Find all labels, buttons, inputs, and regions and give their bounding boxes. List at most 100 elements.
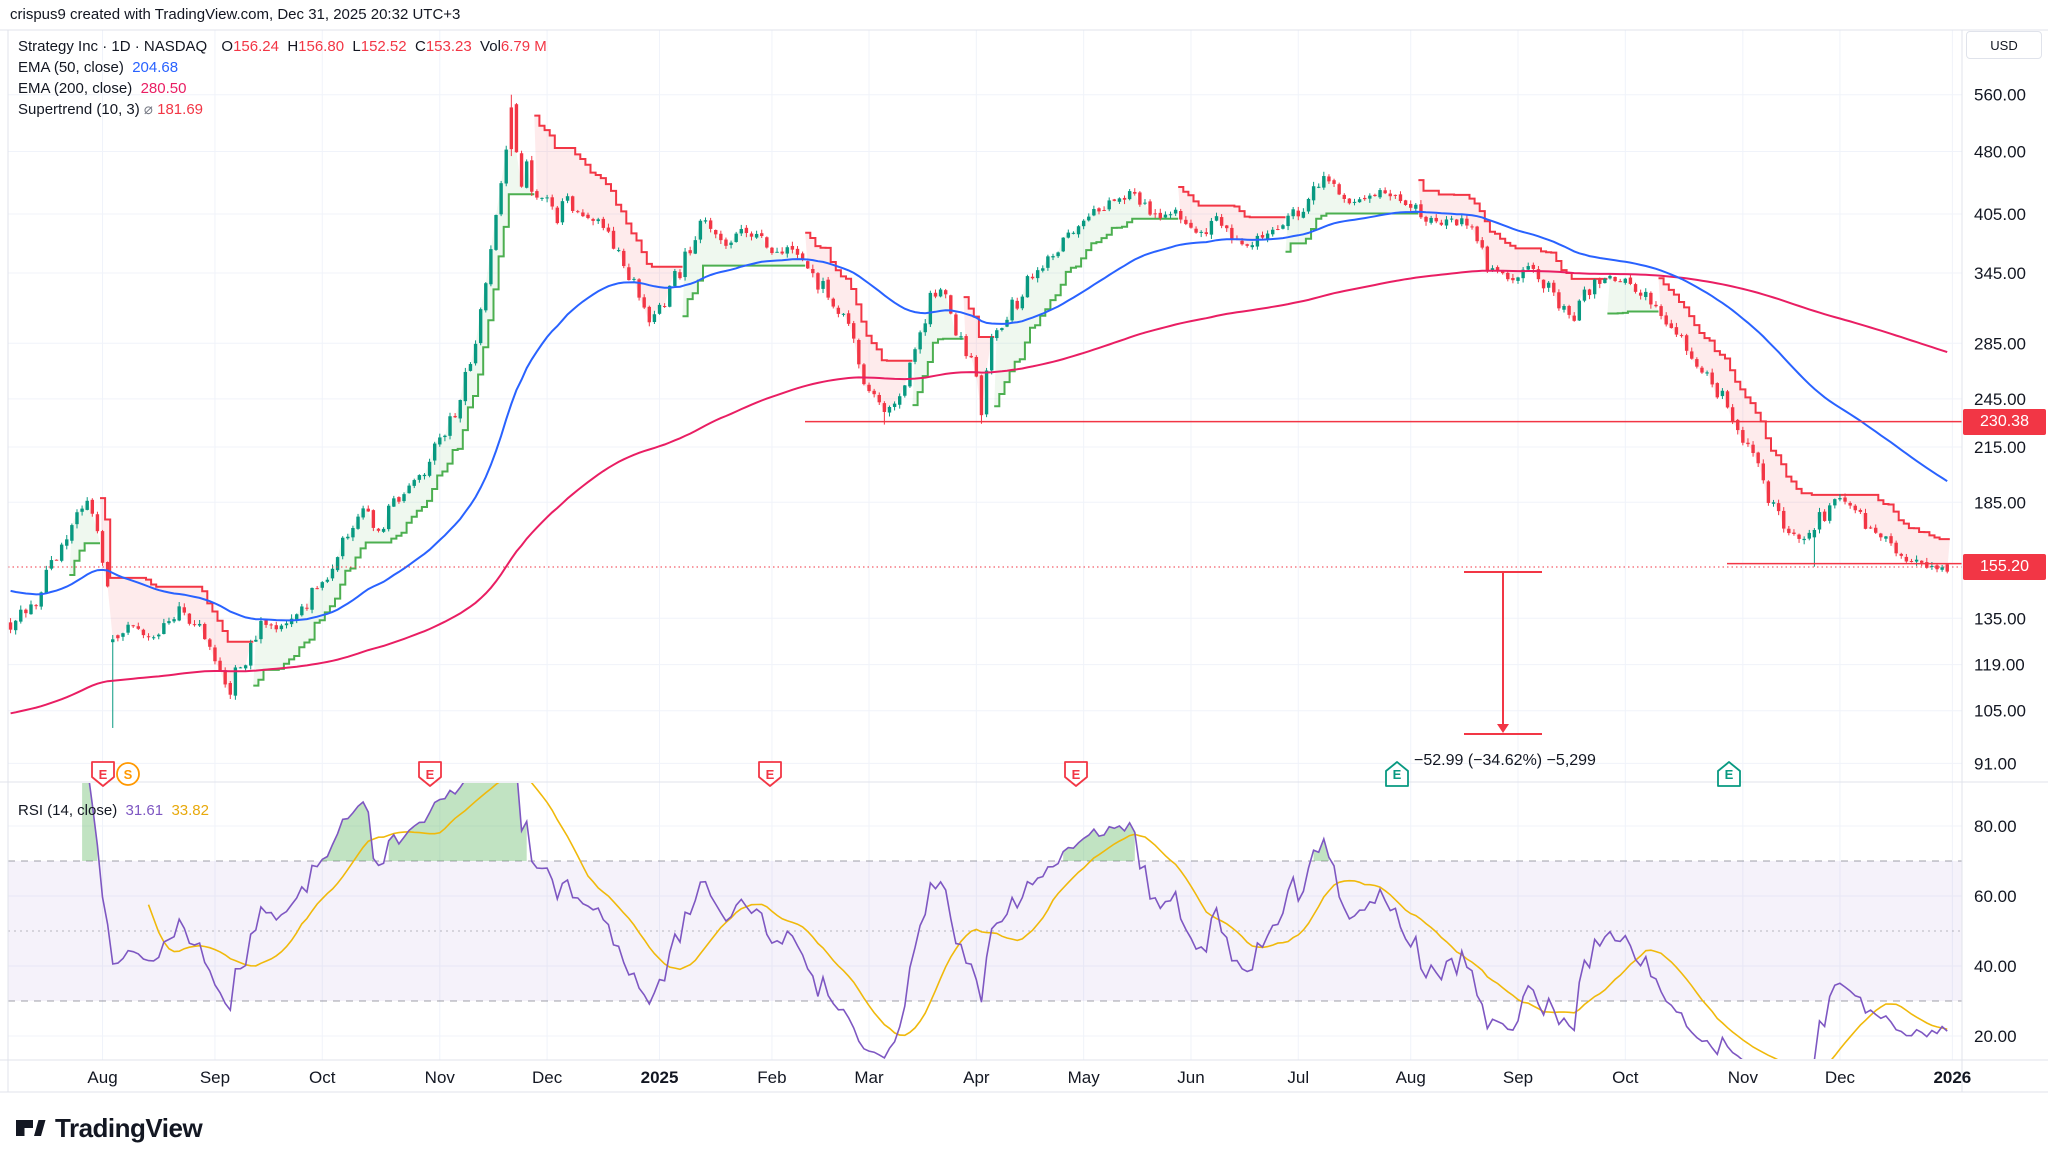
month-label[interactable]: Mar: [854, 1068, 884, 1087]
candle-body: [325, 579, 330, 582]
symbol-title[interactable]: Strategy Inc · 1D · NASDAQ: [18, 38, 208, 55]
candle-body: [1807, 532, 1811, 539]
candle-body: [223, 670, 227, 685]
candle-body: [647, 306, 652, 323]
candle-body: [1521, 269, 1525, 279]
earnings-marker-icon[interactable]: E: [1717, 761, 1741, 787]
candle-body: [1695, 359, 1699, 367]
earnings-marker-icon[interactable]: E: [418, 761, 442, 787]
price-tick-label[interactable]: 480.00: [1974, 142, 2026, 161]
candle-body: [1730, 407, 1735, 422]
month-label[interactable]: 2026: [1933, 1068, 1971, 1087]
candle-body: [182, 607, 186, 613]
currency-label[interactable]: USD: [1966, 31, 2042, 59]
month-label[interactable]: Aug: [1396, 1068, 1426, 1087]
symbol-row[interactable]: Strategy Inc · 1D · NASDAQ O156.24 H156.…: [18, 37, 547, 57]
current-price-badge: 155.20: [1963, 553, 2046, 580]
month-label[interactable]: Dec: [532, 1068, 563, 1087]
earnings-marker-icon[interactable]: E: [1064, 761, 1088, 787]
price-tick-label[interactable]: 560.00: [1974, 86, 2026, 105]
candle-body: [918, 332, 922, 350]
price-tick-label[interactable]: 245.00: [1974, 390, 2026, 409]
month-label[interactable]: Oct: [1612, 1068, 1639, 1087]
month-label[interactable]: Aug: [87, 1068, 117, 1087]
month-label[interactable]: Oct: [309, 1068, 336, 1087]
supertrend-legend[interactable]: Supertrend (10, 3) ⌀ 181.69: [18, 101, 204, 118]
month-label[interactable]: Nov: [1728, 1068, 1759, 1087]
measure-tool[interactable]: [1464, 571, 1542, 735]
earnings-marker-icon[interactable]: E: [1385, 761, 1409, 787]
month-label[interactable]: Jun: [1177, 1068, 1204, 1087]
price-tick-label[interactable]: 105.00: [1974, 702, 2026, 721]
candle-body: [642, 297, 646, 308]
price-tick-label[interactable]: 135.00: [1974, 609, 2026, 628]
candle-body: [75, 512, 79, 525]
month-label[interactable]: Jul: [1287, 1068, 1309, 1087]
month-label[interactable]: Dec: [1825, 1068, 1856, 1087]
chart-legend[interactable]: Strategy Inc · 1D · NASDAQ O156.24 H156.…: [18, 37, 547, 121]
measure-tool-label[interactable]: −52.99 (−34.62%) −5,299: [1414, 752, 1596, 769]
candle-body: [1853, 505, 1857, 511]
volume: Vol6.79 M: [480, 38, 547, 55]
price-tick-label[interactable]: 119.00: [1974, 656, 2025, 675]
candle-body: [254, 639, 258, 642]
rsi-tick-label[interactable]: 80.00: [1974, 817, 2017, 836]
candle-body: [688, 250, 692, 254]
candle-body: [995, 330, 999, 339]
rsi-tick-label[interactable]: 20.00: [1974, 1027, 2017, 1046]
price-tick-label[interactable]: 345.00: [1974, 264, 2026, 283]
candle-body: [1828, 505, 1832, 521]
supertrend-line: [912, 337, 964, 407]
month-label[interactable]: Nov: [425, 1068, 456, 1087]
rsi-legend[interactable]: RSI (14, close) 31.61 33.82: [18, 802, 209, 819]
candle-body: [821, 281, 825, 289]
earnings-marker-icon[interactable]: E: [758, 761, 782, 787]
rsi-tick-label[interactable]: 40.00: [1974, 957, 2017, 976]
candle-body: [903, 385, 907, 396]
price-tick-label[interactable]: 185.00: [1974, 493, 2026, 512]
price-tick-label[interactable]: 215.00: [1974, 438, 2026, 457]
ema200-legend[interactable]: EMA (200, close) 280.50: [18, 80, 187, 97]
candle-body: [545, 197, 549, 199]
candle-body: [279, 625, 284, 630]
month-label[interactable]: May: [1068, 1068, 1101, 1087]
candle-body: [70, 525, 74, 541]
candle-body: [1894, 542, 1898, 554]
candle-body: [1419, 204, 1423, 218]
candle-body: [146, 636, 151, 638]
month-label[interactable]: Apr: [963, 1068, 990, 1087]
candle-body: [376, 528, 381, 531]
candle-body: [1776, 503, 1781, 512]
candle-body: [540, 197, 544, 199]
candle-body: [111, 639, 115, 643]
candle-body: [560, 201, 565, 223]
price-tick-label[interactable]: 405.00: [1974, 205, 2026, 224]
price-tick-label[interactable]: 285.00: [1974, 334, 2026, 353]
month-label[interactable]: Sep: [200, 1068, 230, 1087]
candle-body: [238, 667, 243, 669]
rsi-tick-label[interactable]: 60.00: [1974, 887, 2017, 906]
candle-body: [1306, 198, 1311, 212]
candle-body: [1577, 300, 1582, 321]
earnings-marker-icon[interactable]: E: [91, 761, 115, 787]
ema50-legend[interactable]: EMA (50, close) 204.68: [18, 59, 179, 76]
month-label[interactable]: Feb: [757, 1068, 786, 1087]
candle-body: [39, 592, 43, 607]
month-label[interactable]: Sep: [1503, 1068, 1533, 1087]
candle-body: [637, 279, 641, 298]
candle-body: [1081, 220, 1086, 227]
month-label[interactable]: 2025: [641, 1068, 679, 1087]
price-tick-label[interactable]: 91.00: [1974, 754, 2017, 773]
candle-body: [1485, 246, 1490, 272]
candle-body: [208, 639, 212, 647]
candle-body: [1393, 194, 1398, 196]
candle-body: [841, 313, 846, 315]
candle-body: [867, 384, 871, 392]
split-marker-icon[interactable]: S: [116, 762, 140, 786]
candle-body: [1066, 232, 1071, 238]
candle-body: [95, 514, 100, 532]
candle-body: [1025, 276, 1030, 298]
tradingview-logo[interactable]: TradingView: [14, 1112, 203, 1144]
candle-body: [1046, 256, 1050, 268]
